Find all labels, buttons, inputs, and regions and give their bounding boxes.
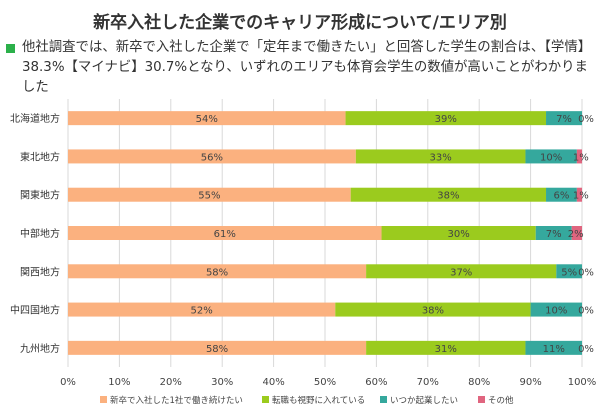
data-label: 61% (214, 229, 236, 240)
data-label: 31% (435, 344, 457, 355)
data-label: 7% (546, 229, 562, 240)
data-label: 39% (435, 114, 457, 125)
data-label: 0% (578, 267, 594, 278)
bar-segment (68, 302, 336, 317)
data-label: 58% (206, 267, 228, 278)
bar-segment (571, 226, 582, 240)
x-tick-label: 30% (211, 377, 233, 388)
data-label: 6% (554, 191, 570, 202)
legend-label: その他 (488, 395, 514, 406)
bar-segment (68, 264, 367, 279)
data-label: 10% (540, 152, 562, 163)
x-tick-label: 50% (314, 377, 336, 388)
x-tick-label: 90% (519, 377, 541, 388)
bar-segment (366, 264, 557, 279)
legend-label: 転職も視野に入れている (272, 395, 365, 406)
chart-title: 新卒入社した企業でのキャリア形成について/エリア別 (93, 13, 507, 33)
legend-swatch (380, 396, 387, 403)
data-label: 5% (561, 267, 577, 278)
data-label: 55% (198, 191, 220, 202)
data-label: 56% (201, 152, 223, 163)
bar-segment (68, 187, 351, 202)
data-label: 54% (196, 114, 218, 125)
bar-segment (525, 149, 577, 164)
bullet-icon (6, 44, 15, 53)
data-label: 30% (448, 229, 470, 240)
bar-segment (546, 187, 577, 202)
x-tick-label: 20% (160, 377, 182, 388)
x-tick-label: 0% (60, 377, 76, 388)
category-label: 関西地方 (20, 265, 60, 278)
legend-swatch (100, 396, 107, 403)
data-label: 38% (437, 191, 459, 202)
legend-swatch (478, 396, 485, 403)
data-label: 58% (206, 344, 228, 355)
data-label: 2% (568, 229, 584, 240)
bar-segment (576, 149, 582, 164)
bar-segment (546, 111, 582, 126)
data-label: 1% (573, 191, 589, 202)
x-tick-label: 100% (568, 377, 597, 388)
legend-label: いつか起業したい (390, 395, 458, 406)
category-label: 九州地方 (20, 342, 60, 355)
x-tick-label: 60% (365, 377, 387, 388)
data-label: 38% (422, 306, 444, 317)
bar-segment (535, 226, 572, 240)
bar-segment (355, 149, 526, 164)
data-label: 52% (191, 306, 213, 317)
x-tick-label: 70% (417, 377, 439, 388)
category-label: 中四国地方 (10, 304, 60, 317)
data-label: 0% (578, 114, 594, 125)
bar-segment (68, 340, 367, 355)
category-label: 東北地方 (20, 150, 60, 163)
data-label: 7% (556, 114, 572, 125)
data-label: 11% (543, 344, 565, 355)
x-tick-label: 40% (262, 377, 284, 388)
data-label: 10% (545, 306, 567, 317)
subtitle: 他社調査では、新卒で入社した企業で「定年まで働きたい」と回答した学生の割合は、【… (22, 38, 597, 98)
bar-segment (68, 149, 356, 164)
bar-segment (556, 264, 582, 279)
category-label: 関東地方 (20, 189, 60, 202)
bar-segment (345, 111, 547, 126)
data-label: 33% (430, 152, 452, 163)
data-label: 0% (578, 344, 594, 355)
data-label: 1% (573, 152, 589, 163)
category-label: 中部地方 (20, 227, 60, 240)
legend-swatch (262, 396, 269, 403)
bar-segment (525, 340, 582, 355)
bar-segment (530, 302, 582, 317)
data-label: 37% (450, 267, 472, 278)
data-label: 0% (578, 306, 594, 317)
bar-segment (68, 226, 382, 240)
x-tick-label: 80% (468, 377, 490, 388)
legend-label: 新卒で入社した1社で働き続けたい (110, 395, 243, 406)
bar-segment (576, 187, 582, 202)
subtitle-line: 他社調査では、新卒で入社した企業で「定年まで働きたい」と回答した学生の割合は、【… (22, 40, 592, 55)
bar-segment (350, 187, 547, 202)
bar-segment (335, 302, 531, 317)
bar-segment (381, 226, 536, 240)
subtitle-line: 38.3%【マイナビ】30.7%となり、いずれのエリアも体育会学生の数値が高いこ… (22, 60, 588, 95)
x-tick-label: 10% (108, 377, 130, 388)
bar-segment (68, 111, 346, 126)
bar-segment (366, 340, 526, 355)
category-label: 北海道地方 (10, 112, 60, 125)
